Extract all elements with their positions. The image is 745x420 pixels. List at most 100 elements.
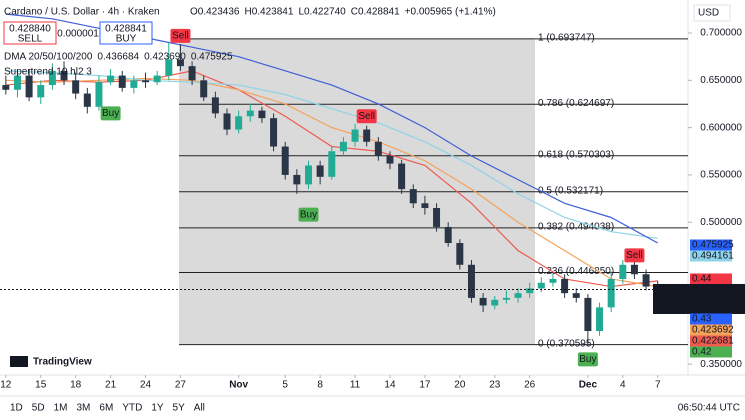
y-tick-label: 0.350000 xyxy=(700,359,742,370)
candle-body xyxy=(328,151,336,177)
price-tag-label: 0.494161 xyxy=(692,251,734,262)
x-tick-label: 8 xyxy=(317,380,323,391)
candle-body xyxy=(316,165,324,177)
candle-body xyxy=(83,93,91,107)
price-tag xyxy=(690,313,732,325)
ohlc-value: O0.423436 xyxy=(190,7,240,18)
y-tick-label: 0.650000 xyxy=(700,75,742,86)
candle-body xyxy=(607,278,615,308)
candle-body xyxy=(514,293,522,298)
x-tick-label: 21 xyxy=(105,380,117,391)
candle-body xyxy=(526,288,534,294)
candle-body xyxy=(60,70,68,81)
moving-average-line xyxy=(5,77,658,288)
candle-body xyxy=(642,274,650,287)
candle-body xyxy=(270,118,278,147)
price-tag-label: 0.422681 xyxy=(692,336,734,347)
candle-body xyxy=(502,297,510,300)
sell-price: 0.428840 xyxy=(9,24,51,35)
moving-average-line xyxy=(5,70,658,239)
candle-body xyxy=(596,307,604,332)
candle-body xyxy=(456,243,464,265)
candle-body xyxy=(374,141,382,156)
timeframe-button[interactable]: All xyxy=(194,403,205,414)
logo: TradingView xyxy=(33,357,92,368)
supertrend-legend: Supertrend 10 hl2 3 xyxy=(4,67,92,78)
last-price: 0.428841 xyxy=(692,285,734,296)
x-tick-label: Dec xyxy=(579,380,598,391)
signal-label: Sell xyxy=(172,30,189,41)
timeframe-button[interactable]: 1D xyxy=(10,403,23,414)
timeframe-button[interactable]: 5Y xyxy=(173,403,186,414)
dma-legend: 0.475925 xyxy=(191,52,233,63)
signal-label: Sell xyxy=(358,111,375,122)
dma-legend: DMA 20/50/100/200 xyxy=(4,52,93,63)
candle-body xyxy=(142,80,150,83)
dma-legend: 0.436684 xyxy=(97,52,139,63)
price-tag xyxy=(690,273,732,285)
ohlc-value: L0.422740 xyxy=(298,7,346,18)
candle-body xyxy=(13,75,21,90)
timeframe-button[interactable]: YTD xyxy=(122,403,142,414)
fib-label: 0.382 (0.494038) xyxy=(538,221,614,232)
price-tag-label: 0.42 xyxy=(692,347,712,358)
candle-body xyxy=(305,165,312,185)
candle-body xyxy=(130,80,138,88)
candle-body xyxy=(258,110,266,119)
signal-label: Buy xyxy=(300,209,317,220)
buy-price: 0.428841 xyxy=(105,24,147,35)
candle-body xyxy=(2,85,10,90)
timeframe-button[interactable]: 1Y xyxy=(151,403,164,414)
x-tick-label: Nov xyxy=(229,380,248,391)
x-tick-label: 14 xyxy=(384,380,396,391)
candle-body xyxy=(72,80,80,94)
timeframe-button[interactable]: 6M xyxy=(99,403,113,414)
candle-body xyxy=(25,75,33,98)
y-tick-label: 0.500000 xyxy=(700,217,742,228)
price-tag-label: 0.475925 xyxy=(692,240,734,251)
candle-body xyxy=(48,70,56,86)
x-tick-label: 20 xyxy=(454,380,466,391)
candle-body xyxy=(153,75,161,83)
candle-body xyxy=(95,82,103,107)
price-tag-label: 0.44 xyxy=(692,274,712,285)
x-tick-label: 18 xyxy=(70,380,82,391)
price-tag xyxy=(690,324,732,336)
candle-body xyxy=(491,299,499,306)
timeframe-button[interactable]: 3M xyxy=(77,403,91,414)
candle-body xyxy=(200,80,208,98)
signal-marker xyxy=(356,109,377,124)
chart-title: Cardano / U.S. Dollar · 4h · Kraken xyxy=(4,7,160,18)
y-tick-label: 0.600000 xyxy=(700,122,742,133)
buy-button[interactable] xyxy=(99,21,153,45)
candle-body xyxy=(223,113,231,130)
candle-body xyxy=(479,297,487,306)
last-symbol: ADAUSD xyxy=(656,285,698,296)
candle-body xyxy=(363,129,371,142)
x-tick-label: 23 xyxy=(489,380,501,391)
x-tick-label: 17 xyxy=(419,380,431,391)
signal-label: Sell xyxy=(626,250,643,261)
price-tag xyxy=(690,346,732,358)
candle-body xyxy=(176,59,184,67)
candle-body xyxy=(118,75,126,88)
candle-body xyxy=(281,146,289,175)
price-tag-label: 0.423692 xyxy=(692,325,734,336)
candle-body xyxy=(188,66,196,81)
timeframe-button[interactable]: 5D xyxy=(32,403,45,414)
candle-body xyxy=(351,129,359,142)
candle-body xyxy=(211,97,219,114)
x-tick-label: 15 xyxy=(35,380,47,391)
timeframe-button[interactable]: 1M xyxy=(54,403,68,414)
sell-button[interactable] xyxy=(3,21,57,45)
candle-body xyxy=(467,264,475,298)
candle-body xyxy=(572,293,580,298)
currency-button[interactable] xyxy=(693,4,731,22)
y-tick-label: 0.550000 xyxy=(700,170,742,181)
clock: 06:50:44 UTC xyxy=(678,403,740,414)
signal-label: Buy xyxy=(102,108,119,119)
spread: 0.000001 xyxy=(57,29,99,40)
signal-marker xyxy=(170,28,191,43)
